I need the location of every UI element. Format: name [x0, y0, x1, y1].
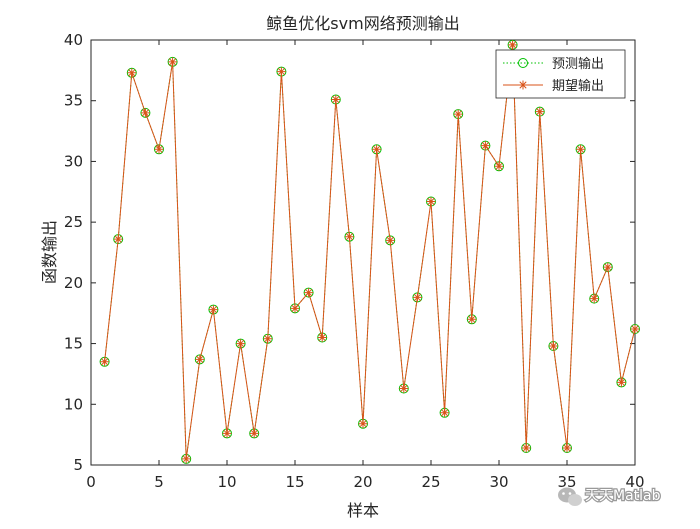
y-tick-label: 15 — [64, 335, 83, 353]
data-point — [630, 324, 640, 334]
data-point — [290, 303, 300, 313]
x-tick-label: 10 — [217, 473, 236, 491]
x-tick-label: 35 — [557, 473, 576, 491]
watermark-text: 天天Matlab — [585, 488, 661, 504]
x-axis-ticks: 0 5 10 15 20 25 30 35 40 — [86, 40, 645, 491]
data-point — [399, 384, 409, 393]
data-point — [113, 234, 123, 244]
data-point — [276, 67, 286, 77]
data-point — [385, 235, 395, 245]
data-point — [412, 292, 422, 302]
data-point — [127, 68, 137, 78]
data-point — [467, 314, 477, 324]
data-point — [304, 288, 314, 298]
wechat-icon — [558, 487, 582, 506]
data-point — [576, 144, 586, 154]
data-point — [562, 443, 572, 453]
data-point — [535, 107, 545, 117]
data-point — [140, 108, 150, 118]
data-point — [100, 357, 110, 367]
data-point — [263, 334, 273, 344]
x-tick-label: 0 — [86, 473, 96, 491]
legend-entry: 预测输出 — [503, 56, 604, 72]
data-point — [331, 95, 341, 104]
data-point — [181, 454, 191, 464]
data-point — [372, 144, 382, 154]
data-point — [236, 339, 246, 349]
chart-title: 鲸鱼优化svm网络预测输出 — [266, 14, 459, 33]
data-point — [344, 232, 354, 242]
x-tick-label: 30 — [489, 473, 508, 491]
legend-marker — [518, 80, 528, 90]
legend-label: 期望输出 — [552, 78, 604, 94]
data-point — [426, 197, 436, 206]
y-tick-label: 35 — [64, 92, 83, 110]
data-point — [168, 57, 178, 67]
data-point — [440, 408, 450, 418]
x-tick-label: 25 — [421, 473, 440, 491]
data-point — [195, 354, 205, 364]
data-point — [494, 161, 504, 171]
data-point — [317, 333, 327, 342]
x-tick-label: 20 — [353, 473, 372, 491]
x-axis-label: 样本 — [347, 501, 379, 520]
data-point — [508, 40, 518, 50]
legend-box — [495, 49, 626, 99]
data-point — [154, 144, 164, 154]
x-tick-label: 5 — [154, 473, 164, 491]
data-point — [603, 262, 613, 272]
data-point — [222, 428, 232, 438]
y-axis-label: 函数输出 — [40, 220, 59, 284]
data-point — [208, 305, 218, 315]
plot-area — [90, 39, 636, 466]
y-tick-label: 25 — [64, 213, 83, 231]
data-point — [616, 377, 626, 387]
series-line — [104, 44, 636, 459]
y-tick-label: 10 — [64, 395, 83, 413]
y-tick-label: 30 — [64, 152, 83, 170]
x-tick-label: 40 — [625, 473, 644, 491]
y-axis-ticks: 5 10 15 20 25 30 35 40 — [64, 31, 635, 474]
watermark: 天天Matlab — [558, 487, 662, 506]
data-point — [589, 294, 599, 304]
y-tick-label: 5 — [73, 456, 83, 474]
y-tick-label: 40 — [64, 31, 83, 49]
data-point — [358, 419, 368, 429]
x-tick-label: 15 — [285, 473, 304, 491]
data-point — [249, 428, 259, 438]
data-point — [548, 341, 558, 351]
y-tick-label: 20 — [64, 274, 83, 292]
series-layer — [99, 39, 640, 464]
legend-label: 预测输出 — [552, 56, 604, 72]
data-point — [480, 141, 490, 151]
legend-entry: 期望输出 — [503, 78, 604, 94]
data-point — [521, 443, 531, 453]
legend-marker — [518, 58, 528, 68]
data-point — [453, 109, 463, 119]
series-2 — [100, 40, 640, 464]
